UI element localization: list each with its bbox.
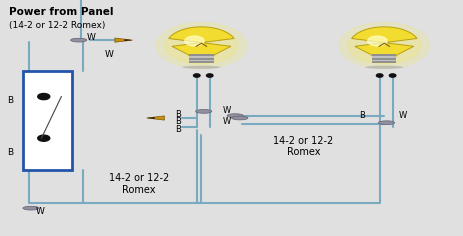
- Text: B: B: [359, 111, 365, 120]
- Circle shape: [38, 135, 50, 141]
- Ellipse shape: [196, 110, 212, 113]
- Polygon shape: [169, 27, 234, 56]
- Text: B: B: [175, 110, 181, 119]
- Text: B: B: [175, 117, 181, 126]
- Ellipse shape: [23, 206, 39, 210]
- Polygon shape: [115, 38, 132, 42]
- Circle shape: [185, 36, 204, 46]
- Circle shape: [38, 93, 50, 100]
- Circle shape: [376, 74, 383, 77]
- Text: B: B: [175, 125, 181, 134]
- Text: W: W: [87, 33, 96, 42]
- Circle shape: [339, 22, 430, 68]
- Text: 14-2 or 12-2
Romex: 14-2 or 12-2 Romex: [109, 173, 169, 195]
- Bar: [189, 56, 213, 58]
- Circle shape: [194, 74, 200, 77]
- Text: W: W: [36, 207, 45, 216]
- Bar: [372, 56, 396, 58]
- Circle shape: [368, 36, 387, 46]
- Bar: [372, 58, 396, 59]
- Circle shape: [206, 74, 213, 77]
- Bar: [23, 71, 72, 170]
- Polygon shape: [147, 116, 164, 120]
- Circle shape: [389, 74, 396, 77]
- Ellipse shape: [182, 66, 220, 69]
- Circle shape: [165, 27, 238, 64]
- Text: W: W: [104, 50, 113, 59]
- Circle shape: [348, 27, 421, 64]
- Text: B: B: [7, 96, 13, 105]
- Bar: [372, 60, 396, 61]
- Polygon shape: [125, 39, 132, 41]
- Polygon shape: [147, 117, 155, 119]
- Text: B: B: [7, 148, 13, 156]
- Ellipse shape: [378, 121, 394, 125]
- Bar: [189, 54, 213, 56]
- Text: (14-2 or 12-2 Romex): (14-2 or 12-2 Romex): [9, 21, 106, 30]
- Bar: [189, 61, 213, 63]
- Text: W: W: [223, 106, 231, 115]
- Polygon shape: [352, 27, 417, 56]
- Bar: [372, 54, 396, 56]
- Ellipse shape: [70, 38, 87, 42]
- Circle shape: [156, 22, 247, 68]
- Ellipse shape: [232, 116, 248, 120]
- Text: Power from Panel: Power from Panel: [9, 7, 114, 17]
- Bar: [189, 60, 213, 61]
- Text: W: W: [399, 111, 407, 120]
- Text: W: W: [223, 117, 231, 126]
- Bar: [189, 58, 213, 59]
- Ellipse shape: [365, 66, 403, 69]
- Ellipse shape: [227, 114, 244, 118]
- Bar: [372, 61, 396, 63]
- Text: 14-2 or 12-2
Romex: 14-2 or 12-2 Romex: [273, 135, 333, 157]
